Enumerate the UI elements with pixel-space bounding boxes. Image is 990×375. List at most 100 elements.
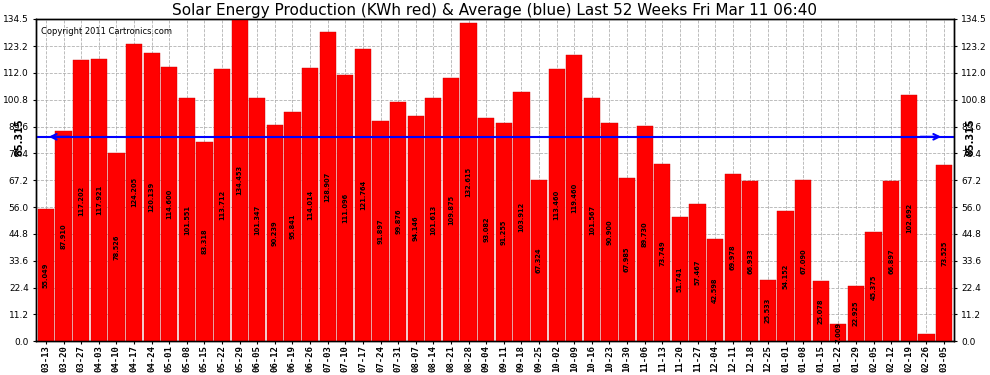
Text: 134.453: 134.453 [237,165,243,195]
Bar [354,50,371,341]
Text: 66.933: 66.933 [747,248,753,274]
Bar [584,98,600,341]
Text: 89.730: 89.730 [642,221,647,246]
Text: 113.460: 113.460 [553,190,559,220]
Text: 55.049: 55.049 [43,262,49,288]
Text: 109.875: 109.875 [448,195,454,225]
Text: 103.912: 103.912 [519,202,525,232]
Bar [601,123,618,341]
Bar [108,153,125,341]
Text: 25.533: 25.533 [765,298,771,323]
Text: 90.900: 90.900 [607,219,613,245]
Bar [372,121,389,341]
Text: 78.526: 78.526 [114,234,120,260]
Bar [126,44,143,341]
Bar [232,19,248,341]
Text: 99.876: 99.876 [395,209,401,234]
Bar [689,204,706,341]
Bar [548,69,564,341]
Text: 101.613: 101.613 [431,204,437,235]
Bar [302,68,318,341]
Bar [73,60,89,341]
Bar [55,130,71,341]
Bar [831,324,846,341]
Bar [390,102,406,341]
Bar [654,165,670,341]
Bar [847,286,864,341]
Text: 114.014: 114.014 [307,189,313,220]
Bar [161,67,177,341]
Text: 57.467: 57.467 [695,260,701,285]
Bar [91,58,107,341]
Bar [777,211,794,341]
Bar [478,118,494,341]
Bar [725,174,741,341]
Text: 111.096: 111.096 [343,193,348,223]
Bar [760,280,776,341]
Text: 7.009: 7.009 [836,322,842,343]
Text: 73.749: 73.749 [659,240,665,266]
Bar [144,53,159,341]
Text: 119.460: 119.460 [571,183,577,213]
Bar [707,239,724,341]
Text: 121.764: 121.764 [360,180,366,210]
Text: 66.897: 66.897 [888,248,894,274]
Text: 69.978: 69.978 [730,244,736,270]
Bar [426,98,442,341]
Bar [38,209,54,341]
Text: 102.692: 102.692 [906,203,912,233]
Text: 101.567: 101.567 [589,204,595,235]
Bar [531,180,547,341]
Bar [460,24,477,341]
Bar [443,78,459,341]
Text: 22.925: 22.925 [853,301,859,327]
Text: 45.375: 45.375 [870,274,876,300]
Text: 85.315: 85.315 [15,118,25,156]
Text: 67.324: 67.324 [536,248,542,273]
Text: 114.600: 114.600 [166,189,172,219]
Text: 94.146: 94.146 [413,216,419,241]
Text: 67.090: 67.090 [800,248,806,274]
Text: 87.910: 87.910 [60,223,66,249]
Text: 120.139: 120.139 [148,182,154,212]
Text: 101.347: 101.347 [254,205,260,235]
Bar [865,232,882,341]
Bar [795,180,811,341]
Bar [214,69,230,341]
Bar [320,32,336,341]
Text: 95.841: 95.841 [289,214,295,239]
Text: 90.239: 90.239 [272,220,278,246]
Bar [619,178,636,341]
Text: 117.921: 117.921 [96,185,102,215]
Text: 67.985: 67.985 [624,247,630,273]
Bar [637,126,652,341]
Text: 128.907: 128.907 [325,172,331,202]
Text: 91.897: 91.897 [377,218,383,244]
Bar [196,142,213,341]
Text: 25.078: 25.078 [818,298,824,324]
Text: 54.152: 54.152 [782,264,789,289]
Bar [496,123,512,341]
Bar [566,55,582,341]
Bar [284,112,301,341]
Bar [742,181,758,341]
Bar [813,281,829,341]
Text: 85.315: 85.315 [965,118,975,156]
Text: 132.615: 132.615 [465,167,471,197]
Title: Solar Energy Production (KWh red) & Average (blue) Last 52 Weeks Fri Mar 11 06:4: Solar Energy Production (KWh red) & Aver… [172,3,818,18]
Bar [936,165,952,341]
Text: 93.082: 93.082 [483,217,489,243]
Text: 124.205: 124.205 [131,177,137,207]
Bar [672,217,688,341]
Bar [249,98,265,341]
Bar [408,116,424,341]
Text: 91.255: 91.255 [501,219,507,245]
Text: 113.712: 113.712 [219,190,225,220]
Text: 83.318: 83.318 [201,228,208,254]
Bar [513,92,530,341]
Bar [179,98,195,341]
Text: 51.741: 51.741 [677,267,683,292]
Bar [901,95,917,341]
Text: 42.598: 42.598 [712,278,718,303]
Bar [338,75,353,341]
